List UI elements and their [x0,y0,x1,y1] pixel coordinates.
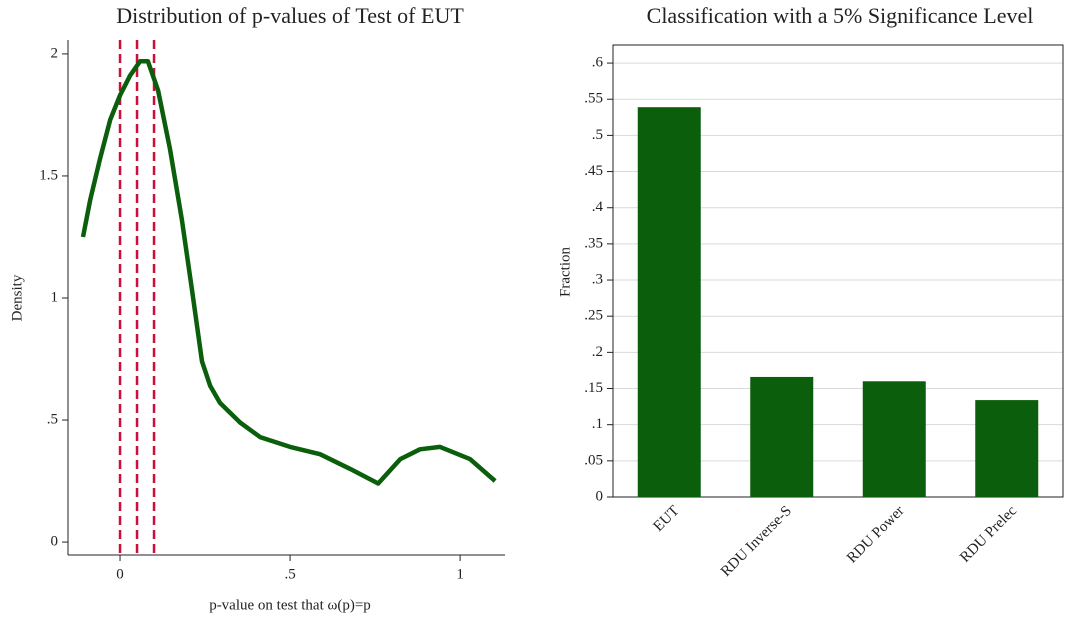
y-tick-label: .35 [584,235,603,251]
y-tick-label: .6 [592,55,604,71]
density-line [80,58,497,486]
x-axis-label: p-value on test that ω(p)=p [209,597,371,613]
y-tick-label: 1 [51,289,59,305]
chart-title: Distribution of p-values of Test of EUT [116,3,464,28]
y-tick-label: .45 [584,163,603,179]
y-tick-label: 1.5 [39,167,58,183]
bar [975,400,1039,497]
y-tick-label: 0 [596,488,604,504]
y-tick-label: .05 [584,452,603,468]
y-axis-label: Fraction [557,247,573,297]
y-tick-label: .5 [47,411,58,427]
y-tick-label: .5 [592,127,603,143]
bar [862,381,926,497]
y-tick-label: .15 [584,380,603,396]
x-tick-label: RDU Power [844,503,907,566]
y-tick-label: .4 [592,199,604,215]
x-tick-label: 1 [456,566,464,582]
y-tick-label: 0 [51,534,59,550]
y-axis-label: Density [9,274,25,321]
x-tick-label: 0 [116,566,124,582]
x-tick-label: .5 [284,566,295,582]
y-tick-label: .25 [584,308,603,324]
x-tick-label: RDU Inverse-S [718,503,795,580]
y-tick-label: 2 [51,45,59,61]
y-tick-label: .1 [592,416,603,432]
y-tick-label: .55 [584,91,603,107]
chart-title: Classification with a 5% Significance Le… [647,3,1034,28]
y-tick-label: .2 [592,344,603,360]
x-tick-label: RDU Prelec [957,503,1020,566]
y-tick-label: .3 [592,271,603,287]
plot-frame [612,44,1064,498]
bar [637,107,701,498]
bar [750,376,814,497]
x-tick-label: EUT [651,503,683,535]
